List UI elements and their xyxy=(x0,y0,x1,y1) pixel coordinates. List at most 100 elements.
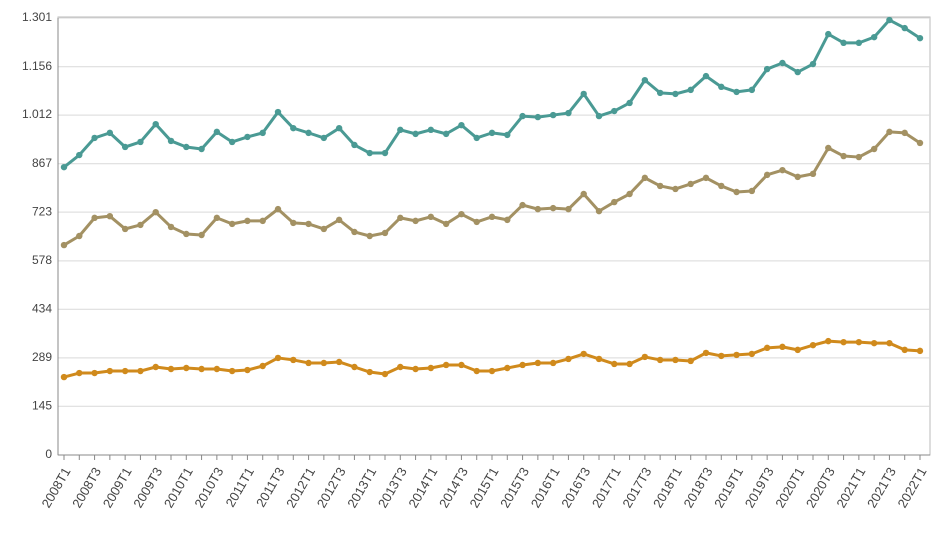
data-point xyxy=(397,363,404,371)
data-point xyxy=(427,364,435,372)
data-point xyxy=(228,367,236,375)
data-point xyxy=(886,128,893,136)
y-tick-label: 1.301 xyxy=(22,10,52,24)
data-point xyxy=(886,339,893,347)
data-point xyxy=(213,214,221,222)
data-point xyxy=(626,99,633,107)
data-point xyxy=(549,359,557,367)
data-point xyxy=(366,368,373,376)
data-point xyxy=(779,343,786,351)
data-point xyxy=(916,139,924,147)
data-point xyxy=(152,208,159,216)
data-point xyxy=(794,173,801,181)
y-tick-label: 0 xyxy=(45,447,52,461)
data-point xyxy=(76,232,83,240)
data-point xyxy=(901,129,908,137)
data-point xyxy=(60,241,68,249)
data-point xyxy=(381,370,389,378)
data-point xyxy=(718,83,725,91)
y-tick-label: 289 xyxy=(32,350,52,364)
data-point xyxy=(228,220,236,228)
data-point xyxy=(748,187,756,195)
data-point xyxy=(473,134,480,142)
data-point xyxy=(121,143,129,151)
data-point xyxy=(763,65,771,73)
data-point xyxy=(901,24,908,32)
data-point xyxy=(763,171,771,179)
data-point xyxy=(748,350,756,358)
data-point xyxy=(366,232,373,240)
data-point xyxy=(152,120,159,128)
x-tick-label: 2022T1 xyxy=(895,465,930,511)
data-point xyxy=(611,360,618,368)
data-point xyxy=(381,149,389,157)
data-point xyxy=(886,16,893,24)
data-point xyxy=(290,219,297,227)
data-point xyxy=(183,230,190,238)
data-point xyxy=(504,364,511,372)
data-point xyxy=(213,365,221,373)
data-point xyxy=(702,349,710,357)
data-point xyxy=(305,359,312,367)
data-point xyxy=(259,217,266,225)
data-point xyxy=(152,363,159,371)
data-point xyxy=(825,144,832,152)
data-point xyxy=(534,359,542,367)
data-point xyxy=(473,367,480,375)
data-point xyxy=(167,365,175,373)
data-point xyxy=(916,34,924,42)
data-point xyxy=(534,205,542,213)
y-tick-label: 867 xyxy=(32,156,52,170)
data-point xyxy=(137,367,144,375)
data-point xyxy=(779,59,786,67)
data-point xyxy=(244,217,251,225)
data-point xyxy=(840,152,847,160)
data-point xyxy=(718,182,725,190)
data-point xyxy=(91,214,98,222)
data-point xyxy=(167,223,175,231)
data-point xyxy=(412,365,419,373)
data-point xyxy=(121,225,129,233)
data-point xyxy=(274,108,282,116)
data-point xyxy=(519,361,526,369)
y-tick-label: 1.156 xyxy=(22,59,52,73)
plot-frame xyxy=(57,16,931,456)
data-point xyxy=(244,366,251,374)
data-point xyxy=(106,129,114,137)
data-point xyxy=(549,204,557,212)
data-point xyxy=(733,88,740,96)
data-point xyxy=(335,124,343,132)
data-point xyxy=(213,128,221,136)
data-point xyxy=(641,174,649,182)
data-point xyxy=(397,126,404,134)
data-point xyxy=(656,356,664,364)
data-point xyxy=(137,221,144,229)
data-point xyxy=(320,359,328,367)
data-point xyxy=(534,113,542,121)
data-point xyxy=(397,214,404,222)
y-tick-label: 1.012 xyxy=(22,107,52,121)
data-point xyxy=(580,90,587,98)
data-point xyxy=(687,357,694,365)
data-point xyxy=(519,201,526,209)
data-point xyxy=(672,90,679,98)
data-point xyxy=(60,373,68,381)
data-point xyxy=(488,129,496,137)
data-point xyxy=(228,138,236,146)
series-line xyxy=(63,18,921,169)
data-point xyxy=(580,190,587,198)
data-point xyxy=(656,182,664,190)
data-point xyxy=(473,218,480,226)
data-point xyxy=(519,112,526,120)
data-point xyxy=(809,60,817,68)
data-point xyxy=(198,365,205,373)
data-point xyxy=(809,341,817,349)
data-point xyxy=(855,39,863,47)
y-tick-label: 578 xyxy=(32,253,52,267)
data-point xyxy=(351,228,358,236)
data-point xyxy=(458,361,465,369)
data-point xyxy=(183,143,190,151)
data-point xyxy=(167,137,175,145)
data-point xyxy=(672,356,679,364)
